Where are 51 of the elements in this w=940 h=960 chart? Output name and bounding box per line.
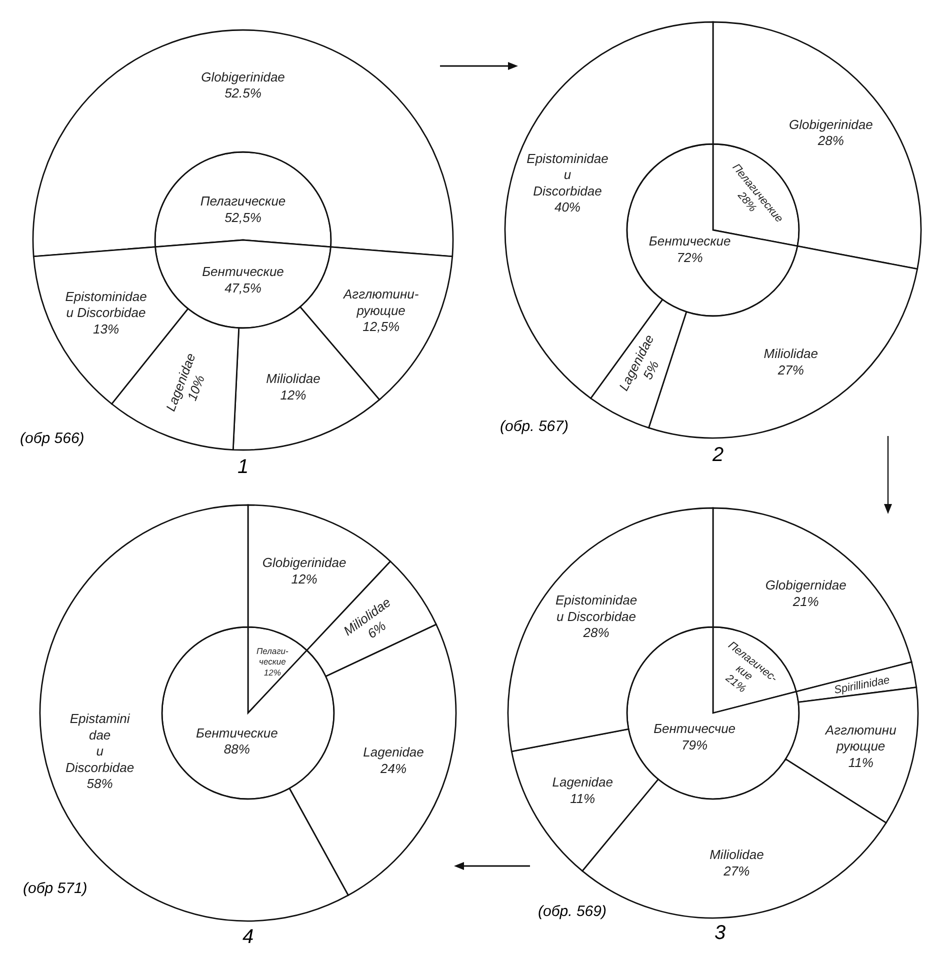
slice-label: Бентические: [196, 725, 278, 740]
text: 3: [713, 922, 727, 945]
slice-label: Epistominidae и Discorbidae: [526, 150, 608, 198]
text: 2: [711, 444, 725, 467]
data-label: 28%: [582, 625, 610, 640]
data-label: 24%: [379, 760, 407, 776]
text: (обр. 567): [500, 418, 568, 435]
data-label: 40%: [554, 200, 581, 215]
slice-label: Globigernidae: [765, 578, 846, 593]
data-label: 52.5%: [224, 86, 262, 101]
slice-label: Lagenidae: [363, 744, 424, 760]
slice-label: Агглютини- рующие: [342, 286, 420, 318]
data-label: 13%: [93, 321, 120, 336]
data-label: 72%: [676, 250, 703, 265]
data-label: 12%: [264, 667, 282, 678]
slice-label: Бентичесчие: [654, 721, 736, 736]
data-label: 12,5%: [362, 319, 400, 334]
data-label: 79%: [682, 737, 708, 752]
slice-label: Globigerinidae: [201, 69, 285, 84]
text: 1: [236, 456, 250, 479]
slice-label: Бентические: [202, 264, 284, 280]
data-label: 21%: [792, 594, 819, 609]
data-label: 11%: [848, 754, 874, 770]
slice-label: Epistominidae и Discorbidae: [555, 592, 638, 624]
data-label: 11%: [570, 790, 596, 806]
text: (обр 571): [23, 880, 88, 897]
slice-label: Miliolidae: [266, 371, 320, 386]
text: (обр. 569): [538, 903, 606, 920]
slice-label: Epistamini dae и Discorbidae: [65, 711, 134, 775]
text: 4: [241, 926, 255, 949]
data-label: 88%: [224, 742, 250, 757]
slice-label: Пелагические: [200, 194, 286, 209]
slice-label: Globigerinidae: [262, 555, 346, 570]
data-label: 52,5%: [224, 210, 262, 225]
slice-label: Miliolidae: [710, 847, 764, 862]
slice-label: Lagenidae: [552, 774, 613, 790]
slice-label: Spirillinidae: [833, 674, 891, 697]
data-label: 27%: [722, 863, 750, 878]
data-label: 28%: [816, 133, 844, 148]
data-label: 27%: [776, 362, 804, 378]
slice-label: Globigerinidae: [788, 116, 873, 132]
data-label: 12%: [280, 387, 306, 402]
data-label: 12%: [291, 571, 318, 586]
text: (обр 566): [20, 430, 84, 447]
slice-label: Агглютини рующие: [824, 722, 896, 754]
slice-label: Epistominidae и Discorbidae: [65, 288, 147, 320]
slice-label: Пелаги- ческие: [256, 646, 289, 667]
data-label: 58%: [86, 776, 113, 792]
slice-label: Miliolidae: [764, 346, 818, 362]
slice-label: Бентические: [648, 234, 731, 249]
data-label: 47,5%: [224, 280, 262, 296]
